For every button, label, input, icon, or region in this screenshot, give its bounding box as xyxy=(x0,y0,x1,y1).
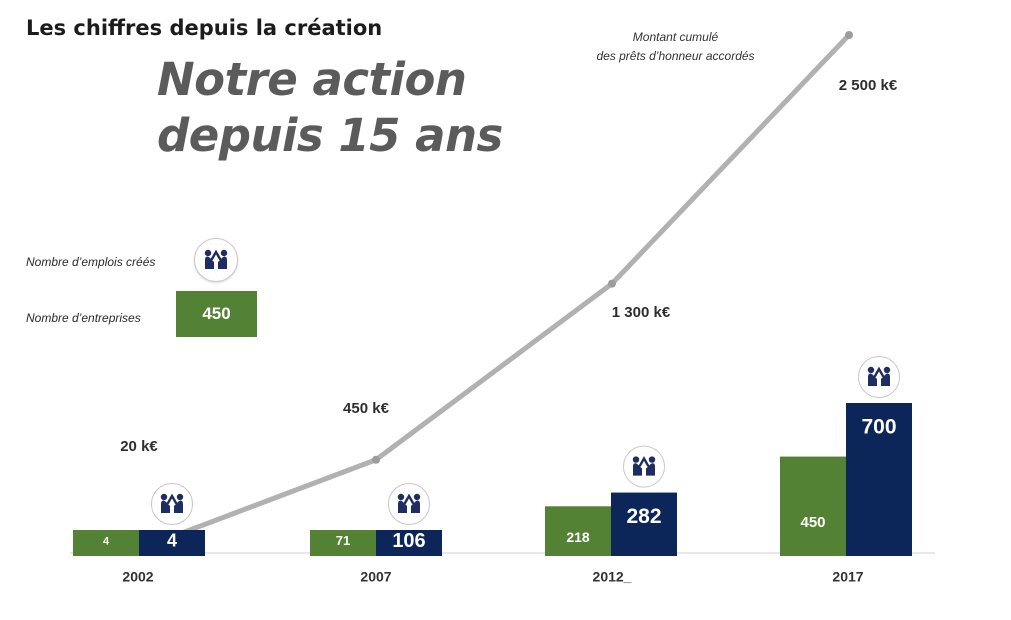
x-tick-label: 2012_ xyxy=(593,569,632,585)
bar-companies xyxy=(310,530,376,556)
hero-title-line-2: depuis 15 ans xyxy=(157,109,503,162)
bar-companies-label: 218 xyxy=(566,529,590,545)
bar-jobs xyxy=(139,530,205,556)
cumulative-value-label: 2 500 k€ xyxy=(839,77,898,94)
bar-jobs xyxy=(376,530,442,556)
bar-jobs-label: 106 xyxy=(392,530,425,552)
people-icon xyxy=(623,445,665,488)
cumulative-value-label: 1 300 k€ xyxy=(612,304,671,321)
bar-jobs-label: 4 xyxy=(167,530,177,550)
section-subtitle: Les chiffres depuis la création xyxy=(26,16,383,40)
cumulative-line xyxy=(137,32,852,552)
bar-companies xyxy=(73,530,139,556)
cumulative-line-point xyxy=(845,31,853,39)
legend-companies-swatch: 450 xyxy=(176,291,257,337)
legend-jobs-label: Nombre d’emplois créés xyxy=(26,255,156,269)
cumulative-line-point xyxy=(372,455,380,464)
bar-jobs-label: 282 xyxy=(626,505,661,528)
x-tick-label: 2007 xyxy=(360,569,391,585)
cumulative-line-title: Montant cumulé des prêts d’honneur accor… xyxy=(578,28,773,66)
cumulative-line-point xyxy=(608,279,616,288)
people-icon xyxy=(151,483,193,525)
bar-companies-label: 450 xyxy=(800,514,825,531)
bar-jobs xyxy=(611,492,677,556)
x-tick-label: 2002 xyxy=(122,569,153,585)
bar-jobs-label: 700 xyxy=(861,416,896,439)
cumulative-title-line-1: Montant cumulé xyxy=(632,30,719,44)
legend-companies-label: Nombre d’entreprises xyxy=(26,311,141,325)
cumulative-value-label: 450 k€ xyxy=(343,400,390,417)
people-icon xyxy=(388,483,430,525)
bar-companies-label: 4 xyxy=(103,535,110,547)
hero-title-line-1: Notre action xyxy=(157,53,467,106)
bar-companies xyxy=(780,456,846,556)
people-icon xyxy=(194,238,238,282)
hero-title: Notre action depuis 15 ans xyxy=(157,52,503,164)
x-tick-label: 2017 xyxy=(832,569,863,585)
bar-companies xyxy=(545,506,611,556)
cumulative-value-label: 20 k€ xyxy=(120,438,158,455)
cumulative-title-line-2: des prêts d’honneur accordés xyxy=(596,49,755,63)
people-icon xyxy=(858,356,900,398)
bar-companies-label: 71 xyxy=(336,533,350,548)
bar-jobs xyxy=(846,403,912,556)
